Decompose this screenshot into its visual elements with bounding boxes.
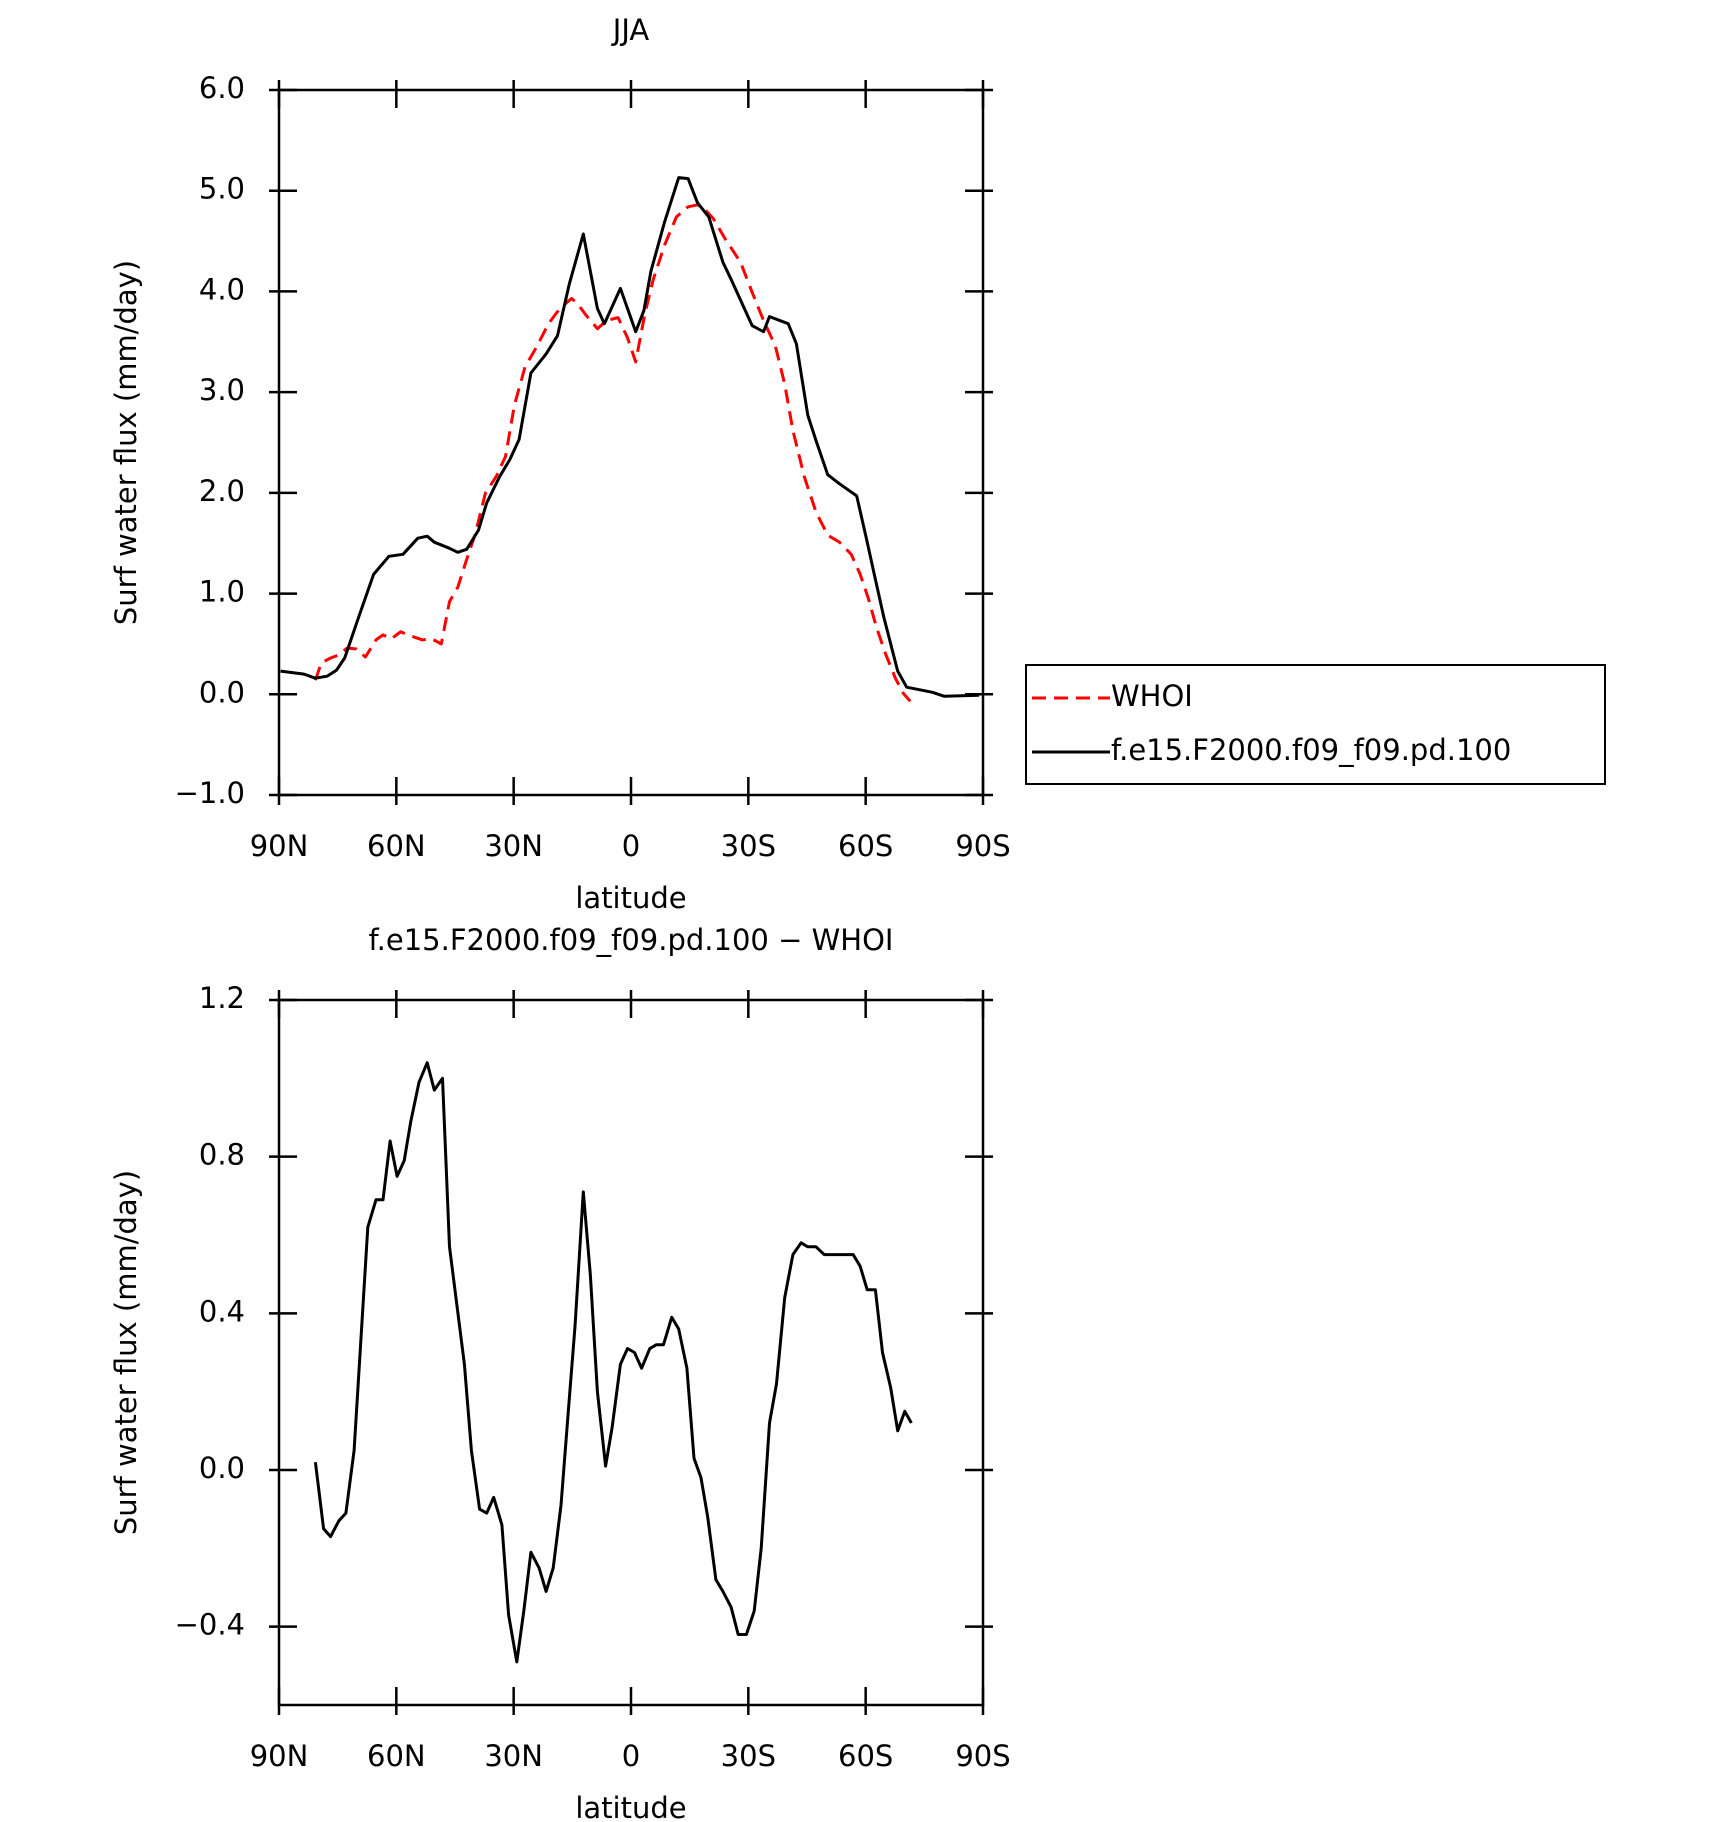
y-tick-label: 0.8 <box>199 1138 245 1172</box>
x-tick-label: 60S <box>838 829 893 863</box>
y-tick-label: −1.0 <box>175 776 245 810</box>
plot-frame <box>277 998 985 1707</box>
y-tick-label: −0.4 <box>175 1608 245 1642</box>
y-tick-label: 0.0 <box>199 675 245 709</box>
x-tick-label: 60N <box>367 1739 426 1773</box>
x-tick-label: 30N <box>484 1739 543 1773</box>
chart-title: JJA <box>611 13 650 47</box>
data-line <box>280 176 980 698</box>
x-axis-label: latitude <box>575 1791 686 1822</box>
y-tick-label: 4.0 <box>199 272 245 306</box>
legend-label: f.e15.F2000.f09_f09.pd.100 <box>1111 733 1511 767</box>
y-axis-label: Surf water flux (mm/day) <box>109 260 143 625</box>
y-tick-label: 3.0 <box>199 373 245 407</box>
x-tick-label: 30N <box>484 829 543 863</box>
data-line <box>313 1061 913 1664</box>
legend-box <box>1025 664 1606 785</box>
y-tick-label: 5.0 <box>199 172 245 206</box>
x-tick-label: 60S <box>838 1739 893 1773</box>
y-tick-label: 1.2 <box>199 981 245 1015</box>
x-tick-label: 30S <box>721 1739 776 1773</box>
x-tick-label: 90N <box>250 1739 309 1773</box>
x-tick-label: 0 <box>622 829 640 863</box>
y-tick-label: 0.0 <box>199 1451 245 1485</box>
y-axis-label: Surf water flux (mm/day) <box>109 1170 143 1535</box>
y-tick-label: 2.0 <box>199 474 245 508</box>
x-tick-label: 0 <box>622 1739 640 1773</box>
x-tick-label: 60N <box>367 829 426 863</box>
x-tick-label: 30S <box>721 829 776 863</box>
data-line <box>313 203 912 703</box>
legend-label: WHOI <box>1111 679 1193 713</box>
x-axis-label: latitude <box>575 881 686 915</box>
x-tick-label: 90N <box>250 829 309 863</box>
x-tick-label: 90S <box>955 1739 1010 1773</box>
y-tick-label: 0.4 <box>199 1294 245 1328</box>
plot-frame <box>277 88 985 797</box>
y-tick-label: 1.0 <box>199 575 245 609</box>
chart-title: f.e15.F2000.f09_f09.pd.100 − WHOI <box>369 923 894 957</box>
x-tick-label: 90S <box>955 829 1010 863</box>
y-tick-label: 6.0 <box>199 71 245 105</box>
